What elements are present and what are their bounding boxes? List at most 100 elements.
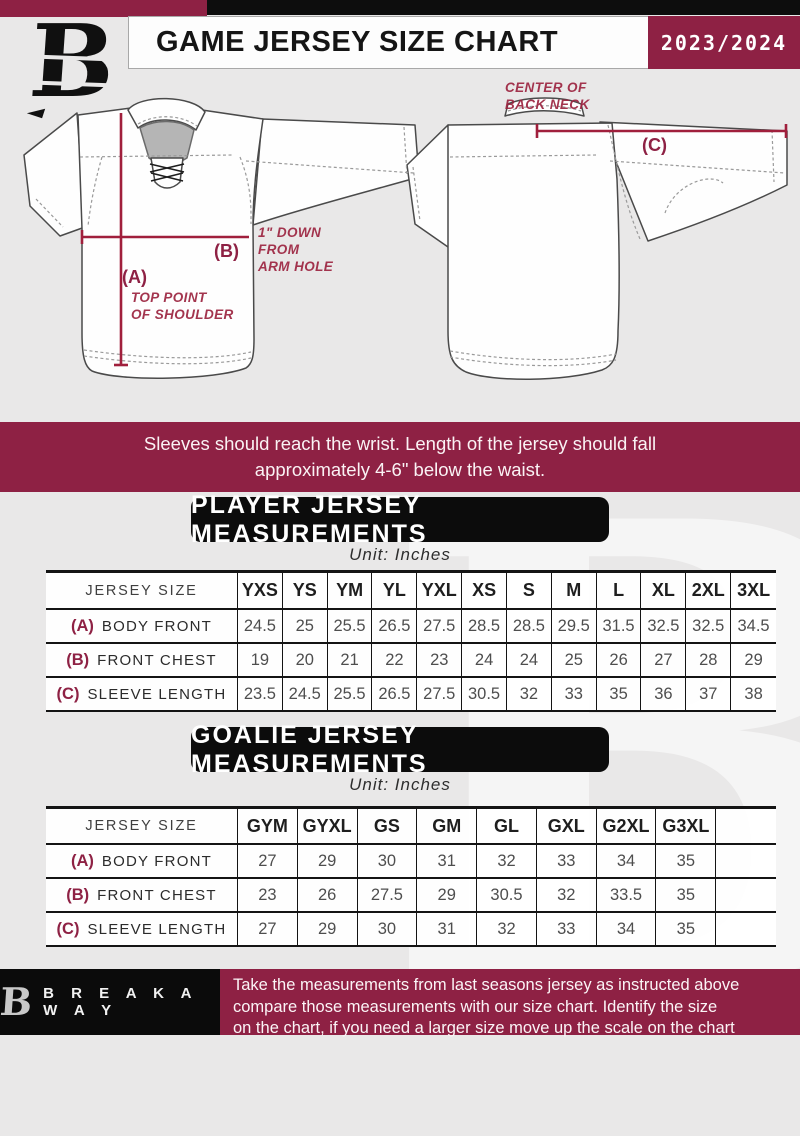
row-label-cell: (B) FRONT CHEST	[46, 879, 238, 913]
value-cell: 28.5	[506, 610, 552, 644]
value-cell: 22	[372, 644, 418, 678]
size-header-cell: YXL	[417, 573, 463, 610]
value-cell: 29.5	[551, 610, 597, 644]
size-column-header: JERSEY SIZE	[46, 809, 238, 845]
size-header-cell: XS	[462, 573, 507, 610]
size-header-cell: GYM	[238, 809, 298, 845]
value-cell: 30	[357, 913, 418, 947]
row-label-cell: (A) BODY FRONT	[46, 845, 238, 879]
brand-logo: B	[26, 2, 130, 120]
size-header-cell: GL	[477, 809, 537, 845]
value-cell: 35	[656, 913, 717, 947]
value-cell: 27	[238, 845, 298, 879]
measure-label: SLEEVE LENGTH	[87, 920, 227, 938]
size-header-cell: G2XL	[596, 809, 657, 845]
fit-note-banner: Sleeves should reach the wrist. Length o…	[0, 422, 800, 492]
value-cell: 29	[417, 879, 478, 913]
value-cell: 35	[596, 678, 642, 712]
value-cell: 34	[596, 845, 657, 879]
size-header-cell: GM	[417, 809, 478, 845]
brand-logo-letter: B	[25, 2, 119, 120]
top-accent-bar-maroon	[0, 0, 207, 17]
size-header-cell: YS	[282, 573, 328, 610]
size-header-cell: XL	[641, 573, 687, 610]
measure-label: SLEEVE LENGTH	[87, 685, 227, 703]
value-cell: 21	[327, 644, 373, 678]
value-cell: 26	[596, 644, 642, 678]
measure-key: (A)	[71, 851, 94, 870]
value-cell: 26.5	[372, 610, 418, 644]
center-of-back-neck-note: CENTER OF BACK NECK	[505, 80, 590, 112]
value-cell: 29	[731, 644, 776, 678]
player-measurements-heading: PLAYER JERSEY MEASUREMENTS	[191, 491, 609, 548]
measure-key: (B)	[66, 885, 90, 904]
measure-label: BODY FRONT	[101, 852, 212, 870]
measure-key: (C)	[56, 684, 80, 703]
value-cell: 26	[297, 879, 358, 913]
value-cell: 19	[238, 644, 283, 678]
size-header-cell	[716, 809, 776, 845]
value-cell: 32	[506, 678, 552, 712]
size-header-cell: GS	[357, 809, 418, 845]
size-header-cell: YL	[372, 573, 418, 610]
value-cell: 34	[596, 913, 657, 947]
measure-c-label: (C)	[642, 135, 667, 155]
value-cell: 34.5	[731, 610, 776, 644]
value-cell: 30	[357, 845, 418, 879]
top-point-of-shoulder-note: TOP POINT OF SHOULDER	[131, 290, 234, 322]
measure-a-label: (A)	[122, 267, 147, 287]
size-header-cell: GXL	[536, 809, 597, 845]
value-cell: 28	[686, 644, 732, 678]
footer: B B R E A K A W A Y Take the measurement…	[0, 969, 800, 1037]
size-column-header: JERSEY SIZE	[46, 573, 238, 610]
size-header-cell: 2XL	[686, 573, 732, 610]
value-cell: 20	[282, 644, 328, 678]
size-header-cell: YM	[327, 573, 373, 610]
value-cell: 27	[641, 644, 687, 678]
value-cell: 27.5	[357, 879, 418, 913]
value-cell: 30.5	[462, 678, 507, 712]
arm-hole-note: 1" DOWN FROM ARM HOLE	[258, 225, 334, 274]
season-badge: 2023/2024	[648, 16, 800, 69]
value-cell: 35	[656, 845, 717, 879]
value-cell	[716, 913, 776, 947]
size-header-cell: L	[596, 573, 642, 610]
value-cell: 24.5	[238, 610, 283, 644]
value-cell: 27.5	[417, 610, 463, 644]
goalie-unit-label: Unit: Inches	[349, 775, 451, 794]
row-label-cell: (C) SLEEVE LENGTH	[46, 913, 238, 947]
value-cell: 35	[656, 879, 717, 913]
player-size-table: JERSEY SIZE YXS YS YM YL YXL XS S M L XL 2XL 3XL (A) B…	[46, 570, 776, 712]
size-header-cell: YXS	[238, 573, 283, 610]
measure-key: (C)	[56, 919, 80, 938]
page-title: GAME JERSEY SIZE CHART	[156, 26, 559, 58]
value-cell: 27	[238, 913, 298, 947]
value-cell: 33.5	[596, 879, 657, 913]
value-cell: 29	[297, 845, 358, 879]
measure-key: (B)	[66, 650, 90, 669]
value-cell: 31	[417, 845, 478, 879]
value-cell: 30.5	[477, 879, 537, 913]
value-cell: 32.5	[686, 610, 732, 644]
value-cell: 36	[641, 678, 687, 712]
footer-instructions: Take the measurements from last seasons …	[220, 969, 800, 1037]
value-cell: 25.5	[327, 610, 373, 644]
title-band: GAME JERSEY SIZE CHART	[128, 16, 648, 69]
value-cell: 25	[551, 644, 597, 678]
footer-brand-logo-letter: B	[0, 979, 34, 1024]
value-cell: 28.5	[462, 610, 507, 644]
value-cell: 24	[506, 644, 552, 678]
footer-brand-name: B R E A K A W A Y	[43, 985, 198, 1019]
value-cell: 32	[477, 913, 537, 947]
value-cell: 32.5	[641, 610, 687, 644]
jersey-diagram-area: CENTER OF BACK NECK (C) 1" DOWN FROM ARM…	[0, 69, 800, 422]
value-cell: 29	[297, 913, 358, 947]
size-header-cell: S	[506, 573, 552, 610]
value-cell: 24	[462, 644, 507, 678]
value-cell: 33	[536, 913, 597, 947]
measure-label: FRONT CHEST	[97, 651, 217, 669]
size-header-cell: M	[551, 573, 597, 610]
value-cell: 25.5	[327, 678, 373, 712]
value-cell: 23	[417, 644, 463, 678]
value-cell: 33	[551, 678, 597, 712]
